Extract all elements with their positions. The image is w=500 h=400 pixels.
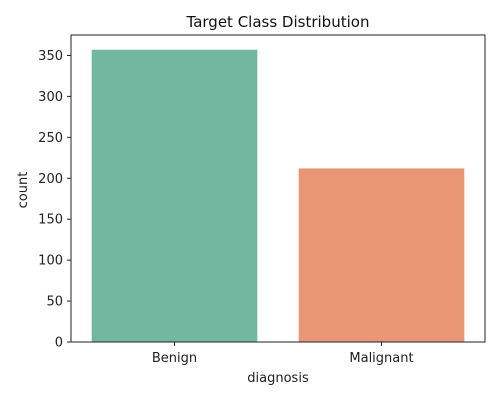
x-axis-label: diagnosis	[247, 371, 309, 386]
plot-area-frame	[70, 34, 486, 343]
bar-benign	[91, 49, 258, 343]
y-tick-label: 100	[38, 254, 63, 269]
chart-title: Target Class Distribution	[186, 13, 370, 31]
y-tick-label: 150	[38, 213, 63, 228]
x-tick-label: Malignant	[349, 351, 413, 366]
y-tick-label: 200	[38, 172, 63, 187]
y-tick-label: 300	[38, 90, 63, 105]
y-tick-label: 50	[46, 295, 63, 310]
y-axis-label: count	[16, 172, 31, 209]
x-tick-label: Benign	[152, 351, 197, 366]
bar-malignant	[298, 168, 465, 342]
y-tick-label: 0	[55, 336, 63, 351]
y-tick-label: 250	[38, 131, 63, 146]
y-tick-label: 350	[38, 49, 63, 64]
